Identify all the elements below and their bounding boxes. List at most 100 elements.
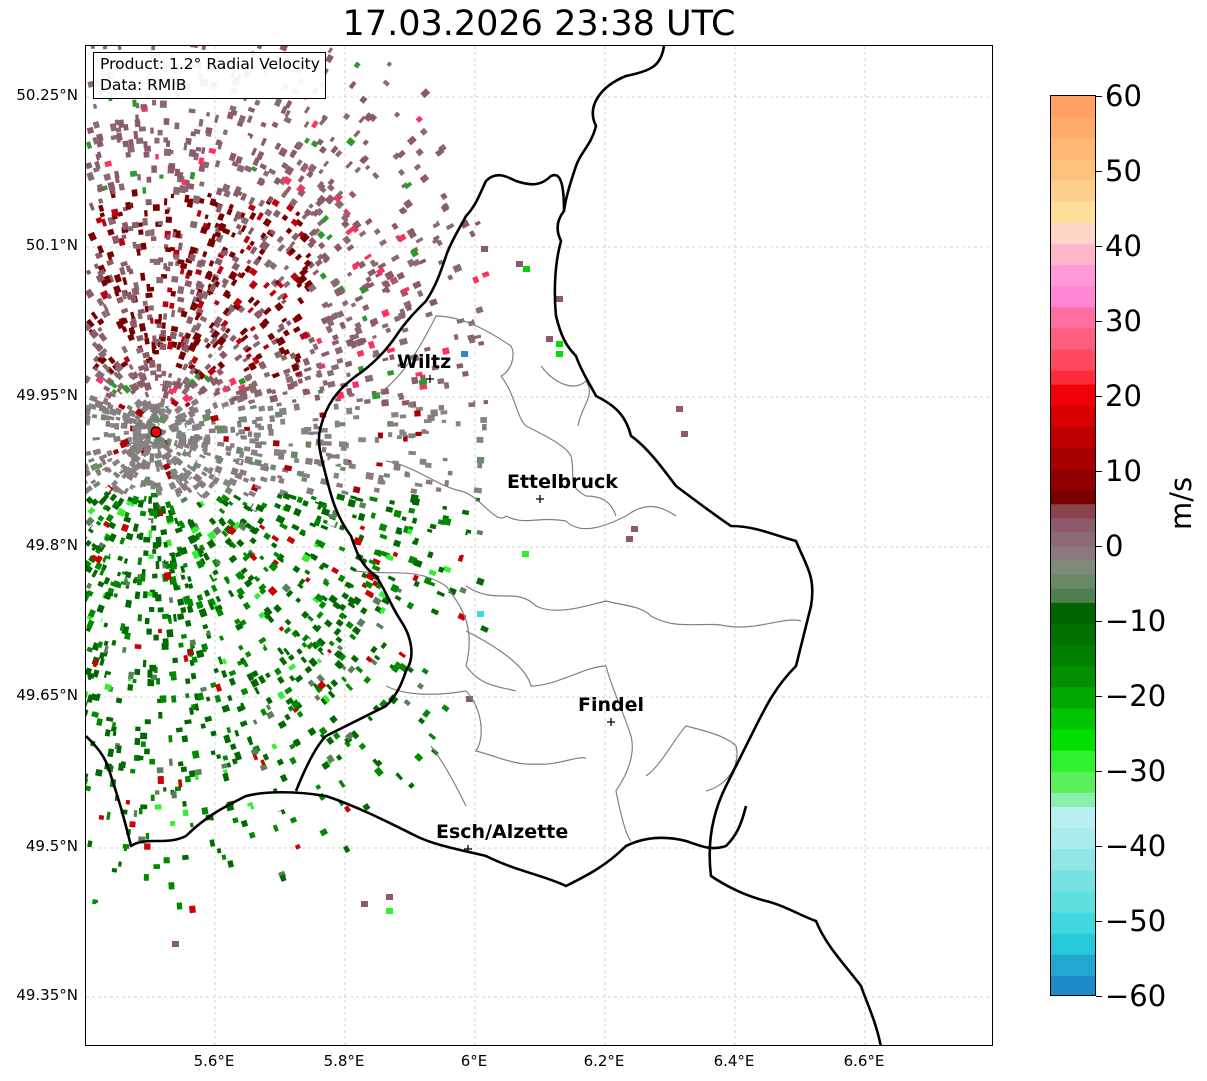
radar-echo-pixel [263, 281, 271, 289]
radar-echo-pixel [154, 804, 162, 810]
radar-echo-pixel [293, 507, 302, 517]
radar-echo-pixel [386, 347, 396, 354]
radar-echo-pixel [481, 469, 489, 478]
radar-echo-pixel [207, 375, 214, 382]
radar-echo-pixel [359, 525, 366, 531]
radar-echo-pixel [86, 469, 92, 477]
radar-map[interactable]: Wiltz Ettelbruck Findel Esch/Alzette [85, 45, 993, 1046]
radar-echo-pixel [223, 436, 229, 442]
radar-echo-pixel [86, 646, 94, 653]
radar-echo-pixel [435, 487, 442, 493]
radar-echo-pixel [399, 573, 406, 581]
radar-echo-pixel [285, 697, 294, 705]
radar-echo-pixel [165, 140, 171, 148]
radar-echo-pixel [301, 427, 309, 435]
radar-echo-pixel [277, 243, 286, 253]
radar-echo-pixel [279, 773, 288, 783]
radar-echo-pixel [116, 398, 124, 406]
radar-echo-pixel [123, 430, 129, 435]
radar-echo-pixel [89, 542, 98, 552]
radar-echo-pixel [115, 319, 125, 330]
radar-echo-pixel [397, 149, 406, 159]
radar-echo-pixel [393, 509, 402, 518]
radar-echo-pixel [289, 743, 296, 750]
radar-echo-pixel [289, 149, 298, 159]
radar-echo-pixel [297, 175, 305, 183]
radar-echo-pixel [367, 340, 376, 350]
radar-echo-pixel [138, 322, 147, 332]
radar-echo-pixel [146, 176, 152, 183]
radar-echo-pixel [121, 472, 128, 480]
radar-echo-pixel [94, 468, 103, 477]
radar-echo-pixel [196, 209, 202, 217]
radar-echo-pixel [246, 805, 252, 813]
radar-echo-pixel [102, 555, 109, 563]
radar-echo-pixel [129, 821, 136, 828]
radar-echo-pixel [170, 325, 179, 333]
colorbar-tick-label: 20 [1105, 379, 1142, 413]
radar-echo-pixel [378, 523, 388, 532]
radar-echo-pixel [412, 574, 419, 582]
radar-echo-pixel [90, 522, 101, 533]
radar-echo-pixel [222, 307, 232, 317]
radar-echo-pixel [344, 819, 351, 826]
radar-echo-pixel [346, 271, 353, 277]
radar-echo-pixel [253, 310, 263, 320]
radar-echo-pixel [258, 726, 267, 736]
radar-echo-pixel [249, 476, 256, 483]
colorbar-tick-label: −40 [1105, 829, 1167, 863]
radar-echo-pixel [195, 559, 205, 569]
radar-echo-pixel [336, 482, 344, 489]
radar-echo-pixel [294, 843, 301, 850]
radar-echo-pixel [300, 162, 309, 172]
radar-echo-pixel [442, 517, 452, 526]
radar-echo-pixel [454, 402, 460, 408]
radar-echo-pixel [411, 376, 419, 385]
radar-echo-pixel [425, 311, 433, 318]
radar-echo-pixel [373, 228, 381, 236]
radar-echo-pixel [676, 406, 683, 412]
radar-echo-pixel [339, 321, 347, 330]
radar-echo-pixel [99, 212, 105, 218]
radar-echo-pixel [350, 730, 360, 740]
radar-echo-pixel [314, 539, 323, 547]
radar-echo-pixel [86, 126, 95, 135]
radar-echo-pixel [125, 532, 134, 541]
radar-echo-pixel [335, 149, 343, 158]
radar-echo-pixel [253, 686, 260, 695]
radar-echo-pixel [189, 220, 198, 229]
radar-echo-pixel [157, 555, 162, 562]
radar-echo-pixel [95, 153, 100, 161]
radar-echo-pixel [413, 537, 420, 544]
radar-echo-pixel [121, 646, 127, 654]
radar-echo-pixel [241, 730, 250, 739]
radar-echo-pixel [481, 246, 488, 252]
radar-echo-pixel [281, 214, 289, 222]
colorbar-tick-mark [1096, 321, 1102, 322]
radar-echo-pixel [240, 687, 249, 696]
radar-echo-pixel [220, 319, 229, 329]
radar-echo-pixel [476, 456, 485, 464]
radar-echo-pixel [272, 209, 281, 218]
radar-echo-pixel [157, 607, 164, 613]
radar-echo-pixel [86, 772, 89, 780]
radar-echo-pixel [153, 864, 160, 870]
radar-echo-pixel [164, 445, 174, 454]
radar-echo-pixel [342, 845, 351, 854]
colorbar-band [1051, 750, 1095, 773]
radar-echo-pixel [224, 327, 231, 334]
radar-echo-pixel [195, 649, 205, 659]
radar-echo-pixel [137, 614, 143, 622]
radar-echo-pixel [236, 587, 246, 597]
radar-echo-pixel [183, 654, 189, 663]
radar-echo-pixel [373, 654, 381, 661]
radar-echo-pixel [172, 657, 179, 664]
radar-echo-pixel [266, 388, 273, 395]
radar-echo-pixel [280, 105, 288, 115]
radar-echo-pixel [144, 748, 150, 755]
radar-echo-pixel [176, 902, 183, 910]
radar-echo-pixel [163, 451, 173, 461]
radar-echo-pixel [392, 422, 398, 427]
radar-echo-pixel [245, 346, 252, 353]
radar-echo-pixel [422, 709, 431, 718]
